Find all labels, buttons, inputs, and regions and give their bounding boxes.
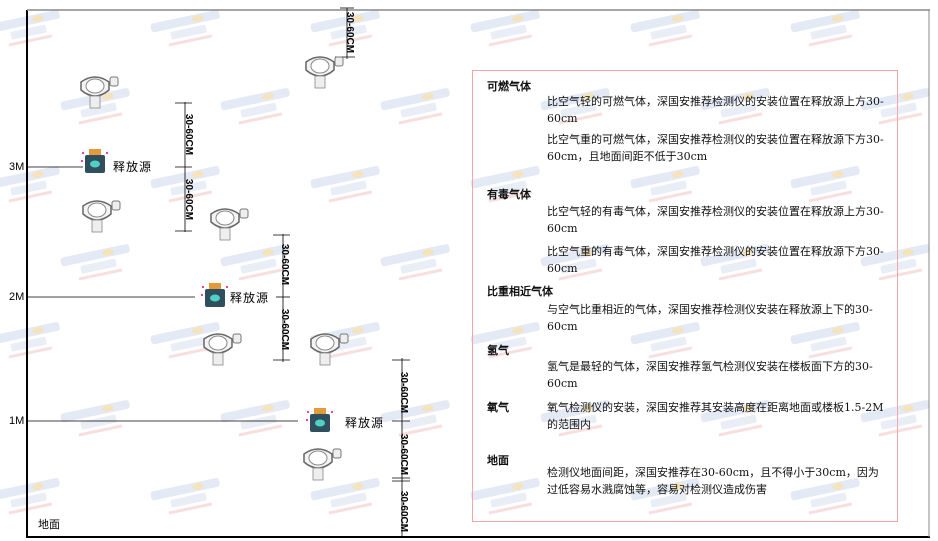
gas-detector-icon: [303, 448, 342, 481]
oxygen-text: 氧气检测仪的安装，深国安推荐其安装高度在距离地面或楼板1.5-2M的范围内: [547, 401, 884, 431]
release-source-icon: [201, 283, 228, 307]
gas-detector-icon: [305, 56, 344, 89]
level-3m-label: 3M: [9, 161, 25, 173]
dimension-label: 30-60CM: [279, 308, 291, 351]
hydrogen-title: 氢气: [487, 344, 509, 357]
similar-title: 比重相近气体: [487, 285, 553, 298]
explanation-panel: 可燃气体 比空气轻的可燃气体，深国安推荐检测仪的安装位置在释放源上方30-60c…: [472, 70, 898, 522]
gas-detector-icon: [80, 76, 119, 109]
gas-detector-icon: [310, 333, 349, 366]
dimension-label: 30-60CM: [183, 113, 195, 156]
similar-text: 与空气比重相近的气体，深国安推荐检测仪安装在释放源上下的30-60cm: [547, 303, 873, 333]
dimension-label: 30-60CM: [398, 371, 410, 414]
dimension-label: 30-60CM: [398, 490, 410, 533]
dimension-label: 30-60CM: [279, 243, 291, 286]
source-label: 释放源: [345, 416, 385, 430]
toxic-title: 有毒气体: [487, 188, 531, 201]
dimension-label: 30-60CM: [398, 433, 410, 476]
gas-detector-icon: [82, 200, 121, 233]
ground-label: 地面: [38, 518, 60, 531]
toxic-lighter-text: 比空气轻的有毒气体，深国安推荐检测仪的安装位置在释放源上方30-60cm: [547, 205, 884, 235]
level-2m-label: 2M: [9, 291, 25, 303]
ground-text: 检测仪地面间距，深国安推荐在30-60cm，且不得小于30cm，因为过低容易水溅…: [547, 466, 879, 496]
ground-title: 地面: [487, 454, 509, 467]
combustible-heavier-text: 比空气重的可燃气体，深国安推荐检测仪的安装位置在释放源下方30-60cm，且地面…: [547, 133, 884, 163]
combustible-title: 可燃气体: [487, 80, 531, 93]
release-source-icon: [81, 149, 108, 173]
combustible-lighter-text: 比空气轻的可燃气体，深国安推荐检测仪的安装位置在释放源上方30-60cm: [547, 95, 884, 125]
toxic-heavier-text: 比空气重的有毒气体，深国安推荐检测仪的安装位置在释放源下方30-60cm: [547, 245, 884, 275]
dimension-lines: [175, 7, 410, 538]
oxygen-title: 氧气: [487, 401, 509, 414]
dimension-label: 30-60CM: [183, 178, 195, 221]
level-1m-label: 1M: [9, 415, 25, 427]
source-label: 释放源: [230, 291, 270, 305]
source-label: 释放源: [113, 160, 153, 174]
dimension-label: 30-60CM: [344, 11, 356, 54]
release-source-icon: [306, 408, 333, 432]
gas-detector-icon: [210, 208, 249, 241]
hydrogen-text: 氢气是最轻的气体，深国安推荐氢气检测仪安装在楼板面下方的30-60cm: [547, 360, 873, 390]
gas-detector-icon: [203, 333, 242, 366]
